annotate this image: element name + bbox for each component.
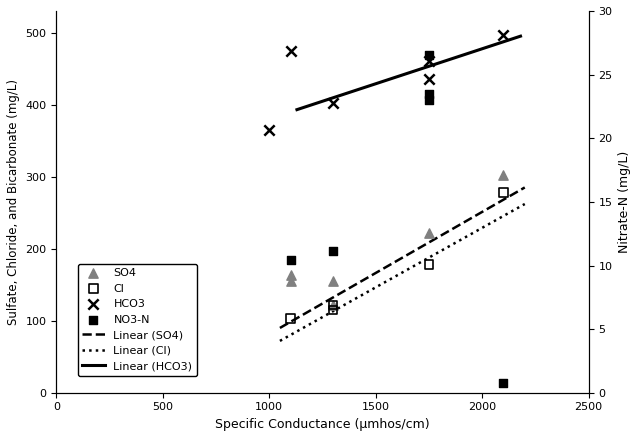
X-axis label: Specific Conductance (μmhos/cm): Specific Conductance (μmhos/cm) bbox=[215, 418, 430, 431]
Point bbox=[498, 379, 508, 386]
Y-axis label: Nitrate-N (mg/L): Nitrate-N (mg/L) bbox=[618, 151, 631, 253]
Point bbox=[285, 278, 295, 285]
Point bbox=[285, 257, 295, 264]
Point bbox=[328, 100, 338, 107]
Point bbox=[328, 278, 338, 285]
Point bbox=[498, 189, 508, 196]
Point bbox=[328, 301, 338, 308]
Point bbox=[285, 47, 295, 54]
Point bbox=[424, 52, 434, 59]
Point bbox=[285, 272, 295, 279]
Point bbox=[424, 261, 434, 268]
Point bbox=[264, 126, 274, 133]
Point bbox=[328, 248, 338, 255]
Point bbox=[424, 58, 434, 65]
Point bbox=[424, 90, 434, 97]
Point bbox=[424, 76, 434, 83]
Legend: SO4, Cl, HCO3, NO3-N, Linear (SO4), Linear (Cl), Linear (HCO3): SO4, Cl, HCO3, NO3-N, Linear (SO4), Line… bbox=[78, 264, 197, 376]
Point bbox=[328, 307, 338, 314]
Point bbox=[498, 31, 508, 38]
Point bbox=[498, 172, 508, 179]
Point bbox=[285, 315, 295, 322]
Point bbox=[328, 301, 338, 308]
Point bbox=[424, 230, 434, 237]
Point bbox=[424, 96, 434, 103]
Y-axis label: Sulfate, Chloride, and Bicarbonate (mg/L): Sulfate, Chloride, and Bicarbonate (mg/L… bbox=[7, 79, 20, 325]
